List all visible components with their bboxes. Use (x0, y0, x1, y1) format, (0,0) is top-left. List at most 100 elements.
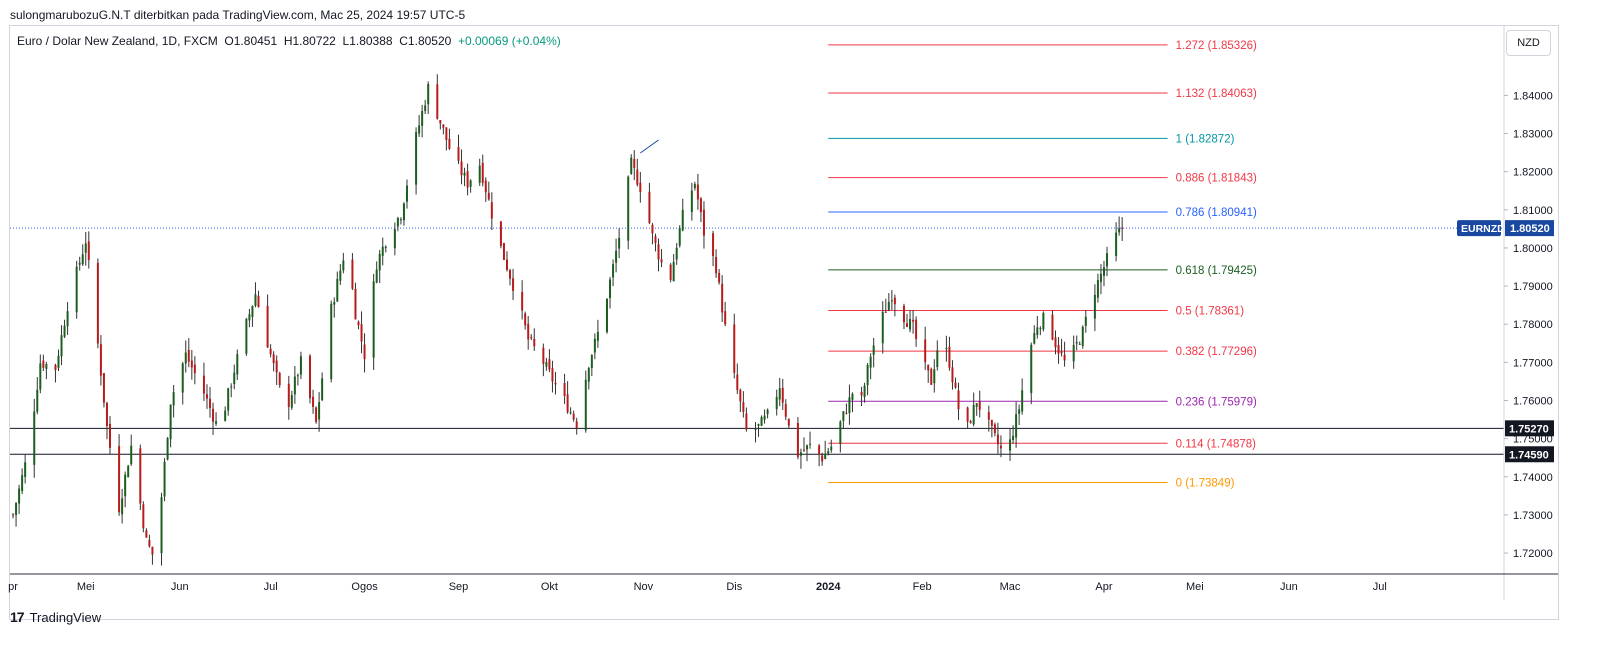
time-tick-label: Feb (913, 581, 932, 593)
candle-body (612, 264, 615, 278)
candle-body (569, 412, 572, 414)
candle-body (87, 241, 90, 261)
candle-body (887, 301, 890, 311)
candle-body (309, 355, 312, 399)
candle-body (405, 185, 408, 202)
candle-body (660, 259, 663, 263)
candle-body (84, 243, 87, 253)
candle-body (33, 411, 36, 465)
horizontal-levels-layer: 1.75270 1.74590 EURNZD 1.80520 (10, 220, 1554, 463)
candle-body (524, 313, 527, 326)
candle-body (799, 452, 802, 456)
trend-line-drawing (640, 139, 659, 154)
legend-low: L1.80388 (342, 34, 393, 48)
tradingview-logo[interactable]: 17 TradingView (10, 609, 101, 625)
candle-body (802, 449, 805, 451)
candle-body (657, 244, 660, 260)
legend-title: Euro / Dolar New Zealand, 1D, FXCM (17, 34, 218, 48)
last-price-badge (1505, 220, 1554, 237)
fib-level-label: 1 (1.82872) (1176, 133, 1235, 145)
candle-body (818, 445, 821, 455)
candle-body (821, 455, 824, 462)
candle-body (354, 288, 357, 320)
time-tick-label: Dis (726, 581, 742, 593)
candle-body (627, 176, 630, 241)
time-tick-label: Jun (171, 581, 189, 593)
candle-body (618, 237, 621, 249)
candle-body (954, 382, 957, 388)
candle-body (839, 421, 842, 445)
candle-body (478, 165, 481, 183)
candle-body (760, 417, 763, 426)
candle-body (715, 256, 718, 274)
candle-body (590, 355, 593, 369)
candle-body (866, 364, 869, 386)
candle-body (342, 260, 345, 271)
candle-body (754, 428, 757, 430)
candle-body (378, 253, 381, 271)
candle-body (384, 246, 387, 249)
candle-body (681, 209, 684, 231)
candle-body (966, 407, 969, 422)
candle-body (745, 413, 748, 430)
candle-body (381, 246, 384, 256)
candle-body (945, 348, 948, 350)
candle-body (842, 411, 845, 421)
currency-button[interactable]: NZD (1506, 30, 1551, 56)
candle-body (775, 396, 778, 410)
candle-body (699, 198, 702, 213)
candle-body (987, 412, 990, 420)
candle-body (487, 192, 490, 200)
candle-body (460, 161, 463, 176)
candle-body (254, 294, 257, 306)
time-tick-label: Mac (1000, 581, 1021, 593)
candle-body (436, 84, 439, 119)
candle-body (190, 360, 193, 368)
candle-body (1106, 253, 1109, 267)
candle-body (60, 335, 63, 357)
fibonacci-extension-layer: 1.272 (1.85326) 1.132 (1.84063) 1 (1.82872… (640, 40, 1257, 490)
candle-body (172, 392, 175, 406)
candle-body (1093, 294, 1096, 319)
candle-body (1012, 435, 1015, 441)
candle-body (530, 337, 533, 339)
candle-body (512, 278, 515, 291)
time-tick-label: Nov (634, 581, 654, 593)
candle-body (672, 262, 675, 282)
candle-body (572, 413, 575, 420)
time-tick-label: Sep (449, 581, 469, 593)
candle-body (360, 324, 363, 342)
candle-body (18, 488, 21, 504)
candle-body (1096, 280, 1099, 298)
candle-body (639, 182, 642, 193)
candle-body (542, 347, 545, 364)
candle-body (881, 311, 884, 344)
candle-body (375, 269, 378, 283)
candle-body (787, 418, 790, 426)
candle-body (336, 278, 339, 302)
candle-body (718, 272, 721, 283)
candle-body (457, 147, 460, 161)
candle-body (678, 228, 681, 246)
candle-body (293, 376, 296, 395)
candle-body (824, 453, 827, 460)
candle-body (1060, 351, 1063, 354)
candle-body (806, 445, 809, 450)
candle-body (893, 297, 896, 305)
candle-body (999, 445, 1002, 449)
candle-body (445, 127, 448, 141)
legend-change: +0.00069 (+0.04%) (457, 34, 561, 48)
candle-body (372, 281, 375, 358)
candle-body (339, 270, 342, 281)
fib-level-label: 0.786 (1.80941) (1176, 207, 1257, 219)
candle-body (396, 218, 399, 227)
candle-body (551, 368, 554, 382)
candle-body (272, 354, 275, 364)
candle-body (690, 190, 693, 213)
candle-body (248, 314, 251, 321)
candle-body (424, 105, 427, 112)
candle-body (1099, 273, 1102, 282)
candle-body (763, 415, 766, 420)
chart-frame[interactable] (9, 25, 1559, 620)
